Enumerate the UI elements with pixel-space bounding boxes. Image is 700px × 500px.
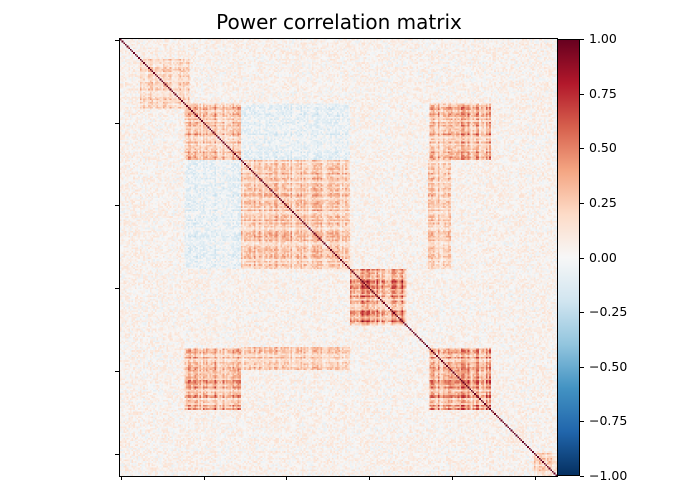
colorbar-tick-label: −0.50 [589,358,628,374]
colorbar-tick-label: −1.00 [589,468,628,483]
colorbar-tick [580,476,584,477]
chart-title: Power correlation matrix [216,10,462,34]
y-axis-tick [115,39,119,41]
colorbar-tick [580,202,584,204]
colorbar-tick [580,421,584,423]
colorbar-tick [580,93,584,95]
colorbar-tick [580,257,584,259]
colorbar-tick-label: −0.75 [589,413,628,429]
colorbar-tick [580,148,584,150]
colorbar-tick-label: 0.00 [589,249,617,265]
y-axis-tick [115,122,119,124]
y-axis-tick [115,370,119,372]
colorbar-tick-label: 0.50 [589,140,617,156]
x-axis-tick [203,476,205,480]
y-axis-tick [115,288,119,290]
x-axis-tick [286,476,288,480]
x-axis-tick [451,476,453,480]
colorbar-tick [580,39,584,40]
x-axis-tick [369,476,371,480]
plot-frame [119,38,558,477]
x-axis-tick [120,476,122,480]
correlation-heatmap [120,39,557,476]
colorbar-tick-label: −0.25 [589,304,628,320]
y-axis-tick [115,205,119,207]
x-axis-tick [534,476,536,480]
colorbar-tick-label: 0.25 [589,194,617,210]
colorbar-tick [580,366,584,368]
colorbar-tick [580,312,584,314]
colorbar-tick-label: 1.00 [589,31,617,46]
y-axis-tick [115,453,119,455]
colorbar-tick-label: 0.75 [589,85,617,101]
colorbar [557,39,580,476]
